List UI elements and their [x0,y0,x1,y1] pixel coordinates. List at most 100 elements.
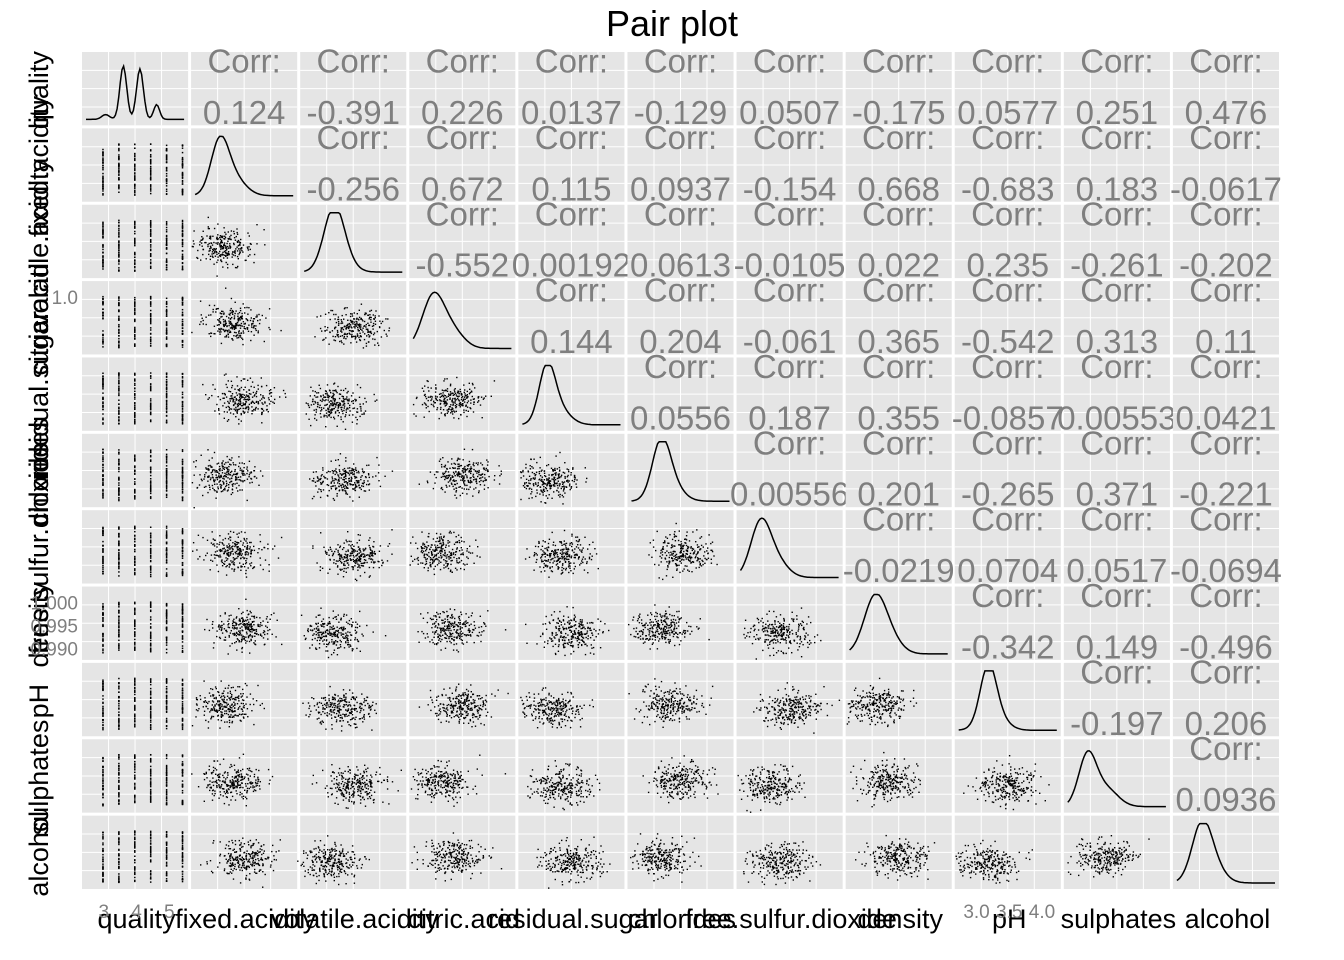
corr-label: Corr: [426,43,499,80]
scatter-point [339,404,341,406]
scatter-point [555,474,557,476]
scatter-point [240,380,242,382]
scatter-point [227,533,230,535]
scatter-point [321,330,323,332]
scatter-point [228,329,230,331]
scatter-point [134,159,136,162]
scatter-point [458,403,461,405]
scatter-point [576,479,578,481]
scatter-point [118,468,120,470]
scatter-point [238,462,241,464]
scatter-points [102,295,184,349]
scatter-point [221,246,224,248]
scatter-point [118,571,120,573]
scatter-point [539,478,541,480]
scatter-point [134,412,136,415]
scatter-point [455,480,457,482]
scatter-point [237,408,239,411]
scatter-point [226,254,228,256]
scatter-point [102,564,104,567]
scatter-point [322,394,324,396]
scatter-point [359,339,361,341]
scatter-point [549,485,551,487]
scatter-point [466,469,468,471]
scatter-point [231,311,233,313]
scatter-point [134,302,136,304]
scatter-point [243,479,246,482]
scatter-point [227,538,230,540]
scatter-point [224,336,226,338]
scatter-point [367,480,369,482]
scatter-point [439,400,441,402]
scatter-point [220,328,223,330]
scatter-point [316,316,318,318]
scatter-point [466,397,468,399]
scatter-point [459,476,461,478]
scatter-point [317,401,319,404]
scatter-point [102,181,104,184]
scatter-point [224,487,226,490]
scatter-point [368,324,370,327]
scatter-point [324,396,326,398]
scatter-point [452,392,454,395]
scatter-point [181,401,184,403]
scatter-point [227,240,229,242]
scatter-point [231,386,233,389]
scatter-point [356,423,358,425]
scatter-point [570,474,572,476]
scatter-point [328,395,331,397]
scatter-point [236,543,238,545]
scatter-point [357,328,359,331]
scatter-point [201,236,203,238]
scatter-point [473,401,475,403]
scatter-point [215,474,217,476]
scatter-point [448,408,450,410]
scatter-point [237,490,239,492]
scatter-point [181,549,184,551]
scatter-point [333,339,335,341]
scatter-point [363,413,365,415]
scatter-point [542,488,545,491]
scatter-point [234,551,236,553]
scatter-point [118,163,120,166]
scatter-point [573,476,576,478]
scatter-point [231,457,233,459]
scatter-point [562,482,565,484]
scatter-point [226,411,228,413]
scatter-point [305,402,307,404]
scatter-point [559,469,561,471]
scatter-point [556,477,559,480]
scatter-point [102,451,104,453]
scatter-point [240,316,243,319]
scatter-point [337,482,339,484]
scatter-point [463,475,465,477]
scatter-point [317,491,319,493]
scatter-point [261,413,263,416]
scatter-point [249,548,251,550]
scatter-point [347,482,349,484]
scatter-point [443,390,445,392]
scatter-point [338,483,341,485]
scatter-point [444,402,446,404]
scatter-point [349,410,351,412]
scatter-point [550,487,552,489]
panel-residual.sugar-vs-density: Corr:0.355 [845,348,952,436]
scatter-point [214,551,217,553]
scatter-point [368,576,370,578]
scatter-point [356,419,358,421]
scatter-point [118,490,120,492]
scatter-point [149,406,152,409]
scatter-point [372,324,375,327]
scatter-point [331,396,333,399]
scatter-point [205,554,207,557]
scatter-point [216,261,218,264]
scatter-point [236,322,239,324]
scatter-point [270,389,272,391]
scatter-point [216,564,218,566]
scatter-point [324,330,326,332]
scatter-point [342,489,344,491]
scatter-point [181,234,184,237]
scatter-point [249,319,252,322]
scatter-point [241,469,243,471]
scatter-point [231,492,234,494]
